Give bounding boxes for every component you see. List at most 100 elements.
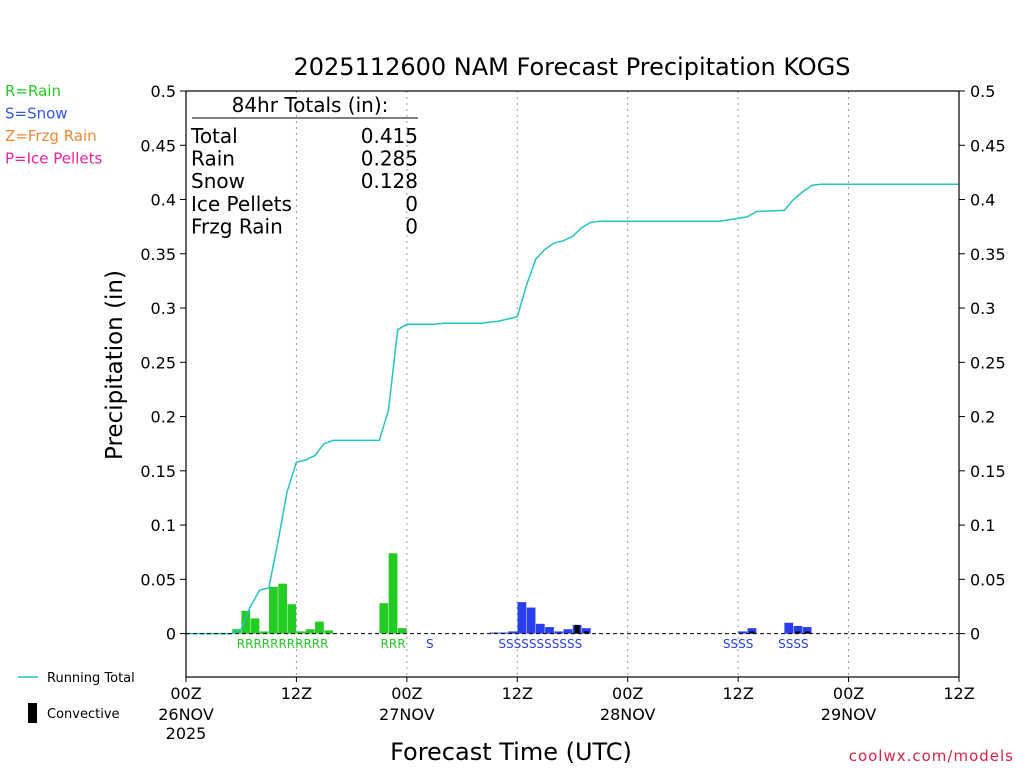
- y-tick-label: 0.45: [140, 136, 176, 155]
- x-tick-label: 00Z: [612, 684, 643, 703]
- y-tick-label-right: 0.15: [970, 462, 1006, 481]
- rain-bar: [296, 631, 306, 634]
- totals-row-label: Total: [190, 124, 238, 148]
- rain-bar: [241, 610, 251, 634]
- x-tick-label: 12Z: [943, 684, 974, 703]
- rain-bar: [324, 630, 334, 634]
- ptype-mark: SSSS: [723, 637, 753, 651]
- x-tick-label: 12Z: [281, 684, 312, 703]
- snow-bar: [554, 631, 564, 634]
- x-tick-label: 00Z: [833, 684, 864, 703]
- snow-bar: [581, 628, 591, 634]
- ptype-legend-item: S=Snow: [5, 105, 68, 123]
- y-tick-label-right: 0.05: [970, 570, 1006, 589]
- credit-text: coolwx.com/models: [849, 747, 1014, 765]
- convective-bar: [804, 631, 810, 634]
- chart-title: 2025112600 NAM Forecast Precipitation KO…: [293, 53, 850, 81]
- snow-bar: [499, 632, 508, 634]
- y-tick-label-right: 0.3: [970, 299, 995, 318]
- totals-row-label: Snow: [191, 169, 245, 193]
- y-tick-label: 0.3: [151, 299, 176, 318]
- running-total-line: [186, 183, 959, 635]
- x-tick-date: 29NOV: [821, 705, 877, 724]
- totals-row-value: 0.128: [361, 169, 418, 193]
- y-tick-label-right: 0.5: [970, 82, 995, 101]
- convective-bar: [795, 631, 801, 634]
- snow-bar: [526, 607, 536, 634]
- rain-bar: [269, 586, 278, 634]
- totals-row-value: 0.285: [361, 147, 418, 171]
- y-tick-label: 0.25: [140, 353, 176, 372]
- rain-bar: [305, 629, 315, 634]
- y-tick-label-right: 0.45: [970, 136, 1006, 155]
- ptype-mark: SSSSSSSSSSS: [498, 637, 582, 651]
- snow-bar: [793, 625, 803, 634]
- ptype-legend-item: Z=Frzg Rain: [5, 127, 97, 145]
- ptype-legend-item: P=Ice Pellets: [5, 150, 102, 168]
- y-tick-label: 0.5: [151, 82, 176, 101]
- ptype-mark: RRRRRRRRRRR: [237, 637, 329, 651]
- y-tick-label-right: 0: [970, 625, 980, 644]
- ptype-mark: SSSS: [778, 637, 808, 651]
- x-tick-date: 28NOV: [600, 705, 656, 724]
- convective-bar: [583, 631, 589, 634]
- y-tick-label: 0.15: [140, 462, 176, 481]
- y-tick-label: 0.1: [151, 516, 176, 535]
- running-total-legend-label: Running Total: [47, 671, 135, 686]
- snow-bar: [489, 632, 499, 634]
- rain-bar: [259, 631, 269, 634]
- totals-box: 84hr Totals (in): Total 0.415 Rain 0.285 Sno…: [190, 93, 418, 238]
- totals-row-label: Frzg Rain: [191, 214, 283, 238]
- snow-bar: [508, 631, 518, 634]
- x-tick-label: 00Z: [170, 684, 201, 703]
- convective-legend-swatch: [28, 703, 37, 723]
- x-tick-date: 26NOV: [158, 705, 214, 724]
- snow-bar: [563, 629, 573, 634]
- snow-bar: [747, 628, 757, 634]
- y-tick-label-right: 0.2: [970, 408, 995, 427]
- snow-bar: [784, 622, 794, 634]
- convective-legend-label: Convective: [47, 707, 120, 722]
- x-axis-title: Forecast Time (UTC): [390, 738, 632, 766]
- x-tick-label: 12Z: [722, 684, 753, 703]
- y-tick-label-right: 0.35: [970, 245, 1006, 264]
- plot-frame: [185, 90, 960, 678]
- y-tick-label: 0.4: [151, 191, 176, 210]
- ptype-legend-item: R=Rain: [5, 82, 61, 100]
- x-tick-date: 27NOV: [379, 705, 435, 724]
- x-tick-year: 2025: [166, 724, 207, 743]
- totals-row-label: Ice Pellets: [191, 192, 292, 216]
- snow-bar: [517, 602, 527, 634]
- totals-row-value: 0: [405, 192, 418, 216]
- totals-row-value: 0.415: [361, 124, 418, 148]
- rain-bar: [250, 618, 260, 634]
- rain-bar: [397, 628, 407, 634]
- totals-row-label: Rain: [191, 147, 235, 171]
- x-tick-label: 12Z: [502, 684, 533, 703]
- x-tick-label: 00Z: [391, 684, 422, 703]
- y-tick-label-right: 0.25: [970, 353, 1006, 372]
- y-tick-label: 0.2: [151, 408, 176, 427]
- snow-bar: [545, 627, 554, 634]
- rain-bar: [379, 603, 389, 634]
- snow-bar: [535, 623, 545, 634]
- ptype-legend: R=Rain S=Snow Z=Frzg Rain P=Ice Pellets: [5, 82, 102, 168]
- ptype-mark: RRR: [381, 637, 406, 651]
- rain-bar: [388, 553, 398, 634]
- y-tick-label: 0.05: [140, 570, 176, 589]
- snow-bar: [802, 627, 812, 634]
- y-axis-title: Precipitation (in): [102, 270, 128, 460]
- rain-bar: [287, 604, 297, 634]
- y-tick-label: 0.35: [140, 245, 176, 264]
- y-tick-label-right: 0.1: [970, 516, 995, 535]
- y-tick-label: 0: [166, 625, 176, 644]
- convective-bar: [574, 624, 580, 634]
- y-tick-label-right: 0.4: [970, 191, 995, 210]
- series-legend: Running Total Convective: [18, 671, 135, 723]
- totals-row-value: 0: [405, 214, 418, 238]
- rain-bar: [315, 621, 324, 634]
- totals-header: 84hr Totals (in):: [232, 93, 389, 117]
- snow-bar: [738, 631, 748, 634]
- ptype-mark: S: [426, 637, 434, 651]
